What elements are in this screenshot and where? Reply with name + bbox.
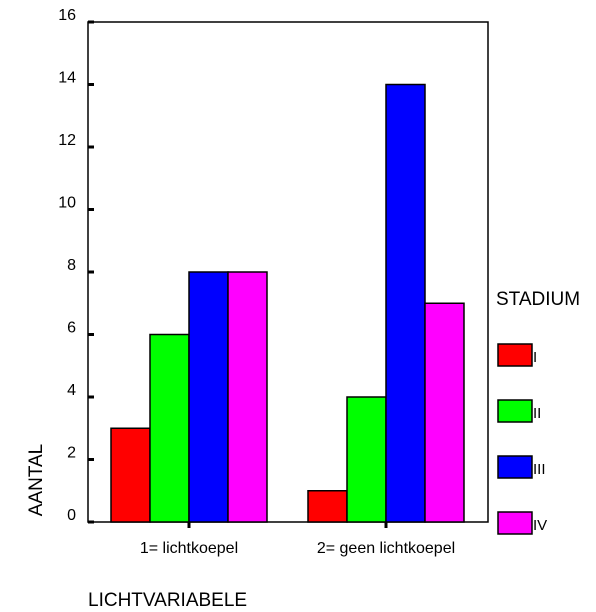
bar-IV-1 [227, 271, 268, 523]
bar-I-2 [307, 490, 348, 523]
legend-swatch-IV [497, 511, 533, 535]
y-tick-label: 12 [58, 132, 76, 149]
bar-II-1 [149, 333, 190, 523]
bar-I-1 [110, 427, 151, 523]
y-tick-label: 14 [58, 70, 76, 87]
y-tick-label: 2 [67, 445, 76, 462]
legend-label: I [533, 349, 537, 366]
x-category-label: 2= geen lichtkoepel [317, 540, 455, 557]
y-tick-label: 10 [58, 195, 76, 212]
bars [110, 83, 465, 523]
y-tick-label: 4 [67, 382, 76, 399]
legend-label: IV [533, 517, 547, 534]
y-tick-label: 0 [67, 507, 76, 524]
legend-label: II [533, 405, 541, 422]
bar-III-1 [188, 271, 229, 523]
y-tick-label: 6 [67, 320, 76, 337]
x-axis-ticks: 1= lichtkoepel 2= geen lichtkoepel [140, 522, 455, 557]
bar-III-2 [385, 83, 426, 523]
bar-IV-2 [424, 302, 465, 523]
legend-swatch-I [497, 343, 533, 367]
bar-II-2 [346, 396, 387, 523]
legend-swatch-II [497, 399, 533, 423]
x-category-label: 1= lichtkoepel [140, 540, 238, 557]
x-axis-title: LICHTVARIABELE [88, 590, 247, 611]
legend-label: III [533, 461, 546, 478]
y-axis-ticks: 0 2 4 6 8 10 12 14 16 [58, 7, 94, 524]
y-axis-title: AANTAL [26, 444, 47, 517]
y-tick-label: 16 [58, 7, 76, 24]
legend-swatch-III [497, 455, 533, 479]
y-tick-label: 8 [67, 257, 76, 274]
legend-title: STADIUM [496, 289, 580, 310]
